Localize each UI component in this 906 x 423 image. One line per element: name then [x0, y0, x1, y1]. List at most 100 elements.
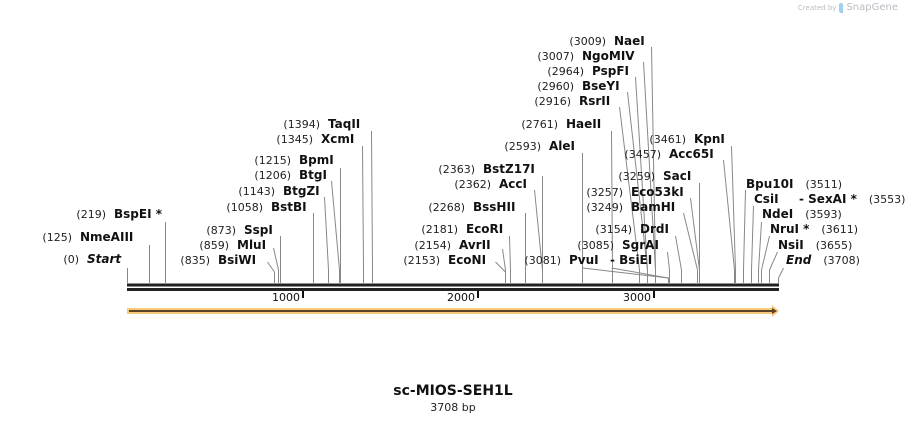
enzyme-label[interactable]: (2268) BssHII [428, 200, 515, 214]
enzyme-position: (3081) [524, 254, 561, 267]
enzyme-name: - BsiEI [610, 253, 652, 267]
enzyme-label[interactable]: - BsiEI [610, 253, 652, 267]
enzyme-position: (3257) [586, 186, 623, 199]
enzyme-label[interactable]: (2916) RsrII [534, 94, 610, 108]
enzyme-label[interactable]: (2153) EcoNI [403, 253, 486, 267]
enzyme-name: BpmI [299, 153, 334, 167]
enzyme-name: BtgI [299, 168, 327, 182]
enzyme-label[interactable]: (1215) BpmI [254, 153, 333, 167]
enzyme-label[interactable]: (2154) AvrII [414, 238, 490, 252]
cut-site-line [267, 261, 275, 283]
enzyme-label[interactable]: NsiI (3655) [778, 238, 852, 252]
enzyme-label[interactable]: (2960) BseYI [537, 79, 619, 93]
enzyme-name: BtgZI [283, 184, 320, 198]
cut-site-line [758, 221, 762, 283]
enzyme-name: NmeAIII [80, 230, 133, 244]
enzyme-label[interactable]: (125) NmeAIII [42, 230, 133, 244]
cut-site-line [362, 145, 364, 283]
enzyme-label[interactable]: (0) Start [63, 252, 122, 266]
enzyme-position: (125) [42, 231, 72, 244]
enzyme-position: (859) [199, 239, 229, 252]
enzyme-label[interactable]: (3257) Eco53kI [586, 185, 683, 199]
enzyme-label[interactable]: CsiI [754, 192, 779, 206]
cut-site-line [778, 267, 784, 283]
enzyme-label[interactable]: (3457) Acc65I [624, 147, 713, 161]
enzyme-label[interactable]: (3259) SacI [618, 169, 691, 183]
enzyme-label[interactable]: (2593) AleI [504, 139, 575, 153]
enzyme-label[interactable]: (873) SspI [206, 223, 272, 237]
enzyme-name: EcoRI [466, 222, 503, 236]
enzyme-name: SacI [663, 169, 691, 183]
feature-arrow[interactable] [127, 305, 779, 317]
enzyme-label[interactable]: NruI * (3611) [770, 222, 858, 236]
cut-site-line [273, 247, 279, 283]
cut-site-line [769, 251, 778, 283]
enzyme-label[interactable]: (3009) NaeI [569, 34, 644, 48]
enzyme-label[interactable]: (2181) EcoRI [421, 222, 503, 236]
feature-arrow-core [129, 308, 777, 314]
enzyme-position: (2363) [438, 163, 475, 176]
enzyme-name: TaqII [328, 117, 360, 131]
enzyme-position: (2761) [521, 118, 558, 131]
enzyme-position: (2960) [537, 80, 574, 93]
enzyme-name: NsiI [778, 238, 804, 252]
enzyme-position: (1206) [254, 169, 291, 182]
enzyme-label[interactable]: (3154) DrdI [595, 222, 669, 236]
enzyme-position: (1215) [254, 154, 291, 167]
enzyme-position: (2268) [428, 201, 465, 214]
restriction-site-labels: (0) Start (125) NmeAIII (219) BspEI * (835) Bsi… [42, 34, 905, 267]
enzyme-label[interactable]: (2964) PspFI [547, 64, 629, 78]
enzyme-name: AvrII [459, 238, 491, 252]
enzyme-label[interactable]: (1058) BstBI [226, 200, 306, 214]
cut-site-line [619, 106, 640, 283]
enzyme-name: RsrII [579, 94, 610, 108]
enzyme-position: (2964) [547, 65, 584, 78]
ruler-tick [302, 291, 304, 298]
enzyme-label[interactable]: (1394) TaqII [283, 117, 360, 131]
enzyme-name: BstZ17I [483, 162, 535, 176]
cut-site-line [651, 46, 656, 283]
enzyme-position: (3553) [869, 193, 906, 206]
enzyme-position: (1345) [276, 133, 313, 146]
enzyme-label[interactable]: (2363) BstZ17I [438, 162, 534, 176]
enzyme-label[interactable]: End (3708) [786, 253, 860, 267]
enzyme-label[interactable]: (3081) PvuI [524, 253, 598, 267]
ruler-tick [653, 291, 655, 298]
ruler-ticks: 1000 2000 3000 [272, 291, 655, 304]
enzyme-label[interactable]: (3085) SgrAI [577, 238, 658, 252]
cut-site-line [731, 145, 736, 283]
enzyme-name: NruI * [770, 222, 810, 236]
credit-prefix: Created by [797, 3, 837, 12]
enzyme-label[interactable]: (1143) BtgZI [238, 184, 319, 198]
enzyme-name: HaeII [566, 117, 601, 131]
sequence-backbone [127, 283, 779, 291]
enzyme-position: (2593) [504, 140, 541, 153]
enzyme-label[interactable]: (1206) BtgI [254, 168, 327, 182]
backbone-bottom-strand [127, 288, 779, 291]
enzyme-label[interactable]: (219) BspEI * [76, 207, 162, 221]
enzyme-position: (0) [63, 253, 79, 266]
enzyme-label[interactable]: (3461) KpnI [649, 132, 724, 146]
enzyme-label[interactable]: NdeI (3593) [762, 207, 842, 221]
cut-site-line [611, 267, 669, 283]
enzyme-label[interactable]: (1345) XcmI [276, 132, 354, 146]
enzyme-label[interactable]: (3007) NgoMIV [537, 49, 635, 63]
enzyme-label[interactable]: Bpu10I (3511) [746, 177, 842, 191]
cut-site-line [534, 189, 543, 283]
enzyme-label[interactable]: (835) BsiWI [180, 253, 256, 267]
enzyme-label[interactable]: - SexAI * (3553) [799, 192, 905, 206]
enzyme-label[interactable]: (859) MluI [199, 238, 266, 252]
enzyme-label[interactable]: (3249) BamHI [586, 200, 675, 214]
sequence-length: 3708 bp [430, 401, 476, 414]
enzyme-label[interactable]: (2362) AccI [454, 177, 527, 191]
enzyme-name: BseYI [582, 79, 620, 93]
enzyme-position: (3708) [823, 254, 860, 267]
enzyme-label[interactable]: (2761) HaeII [521, 117, 601, 131]
enzyme-position: (3593) [805, 208, 842, 221]
enzyme-name: Bpu10I [746, 177, 793, 191]
enzyme-position: (3009) [569, 35, 606, 48]
enzyme-position: (3611) [821, 223, 858, 236]
enzyme-name: SspI [244, 223, 273, 237]
credit-brand: SnapGene [846, 2, 898, 13]
enzyme-position: (3511) [805, 178, 842, 191]
